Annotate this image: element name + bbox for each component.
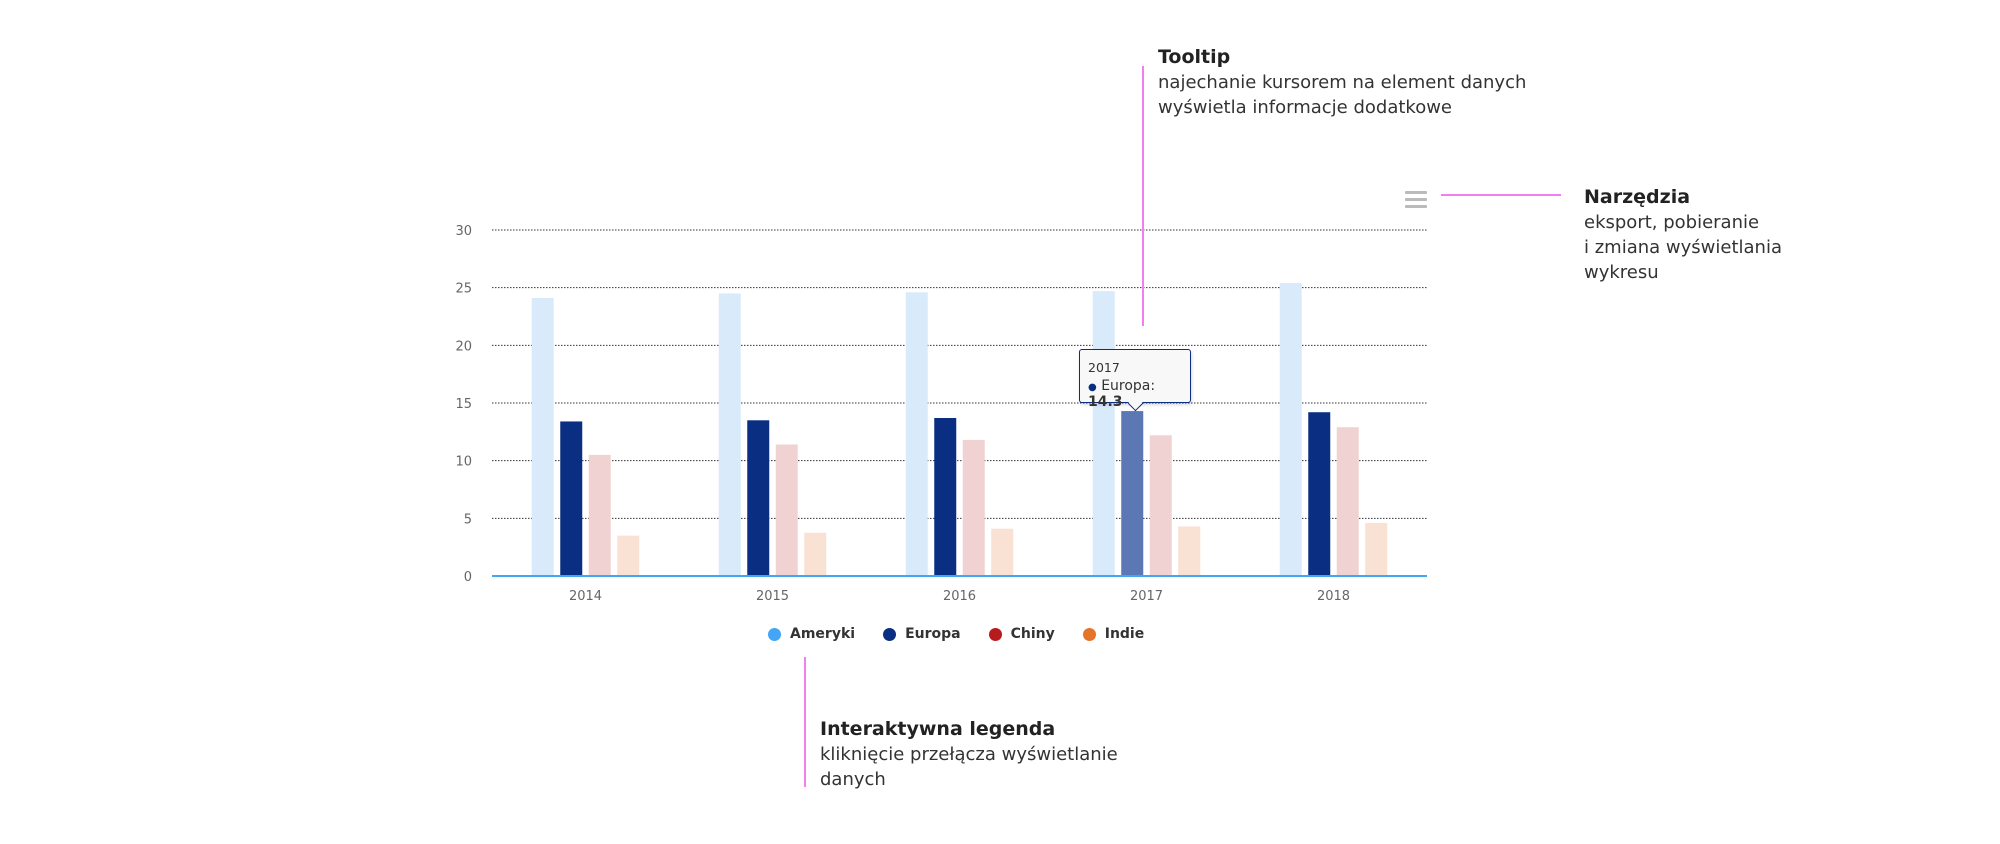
tooltip-series: Europa: <box>1101 378 1156 394</box>
bar-ameryki-2014 <box>531 298 554 576</box>
bar-indie-2016 <box>991 528 1014 576</box>
y-tick-label: 0 <box>464 570 472 585</box>
bar-indie-2018 <box>1365 522 1388 576</box>
legend-item-europa[interactable]: Europa <box>883 626 961 642</box>
x-tick-label: 2014 <box>569 589 602 604</box>
legend-swatch <box>883 627 897 641</box>
y-tick-label: 20 <box>455 339 472 354</box>
annotation-title: Tooltip <box>1158 46 1231 68</box>
x-tick-label: 2015 <box>756 589 789 604</box>
bar-europa-2018 <box>1308 412 1331 576</box>
bar-europa-2014 <box>560 421 583 576</box>
bar-ameryki-2017 <box>1092 291 1115 576</box>
y-tick-label: 5 <box>464 512 472 527</box>
annotation-line: eksport, pobieranie <box>1584 212 1760 233</box>
annotation-line: wykresu <box>1584 262 1659 283</box>
bar-chiny-2015 <box>775 444 798 576</box>
bar-ameryki-2016 <box>905 292 928 576</box>
annotation-line: wyświetla informacje dodatkowe <box>1158 97 1453 118</box>
legend-label: Europa <box>905 626 961 642</box>
annotation-tooltip: Tooltip najechanie kursorem na element d… <box>1158 45 1526 120</box>
legend-item-indie[interactable]: Indie <box>1082 626 1145 642</box>
legend-callout-line <box>804 657 806 787</box>
bar-europa-2015 <box>747 420 770 576</box>
annotation-line: danych <box>820 769 886 790</box>
annotation-title: Narzędzia <box>1584 186 1691 208</box>
bar-chiny-2014 <box>588 454 611 576</box>
hamburger-icon[interactable] <box>1405 191 1427 209</box>
bar-ameryki-2018 <box>1279 283 1302 576</box>
chart-legend: Ameryki Europa Chiny Indie <box>768 626 1144 642</box>
x-tick-label: 2017 <box>1130 589 1163 604</box>
x-tick-label: 2018 <box>1317 589 1350 604</box>
tooltip-callout-line <box>1142 66 1144 326</box>
annotation-line: i zmiana wyświetlania <box>1584 237 1782 258</box>
y-tick-label: 30 <box>455 224 472 239</box>
legend-label: Indie <box>1104 626 1145 642</box>
bar-europa-2016 <box>934 417 957 576</box>
legend-swatch <box>988 627 1002 641</box>
annotation-title: Interaktywna legenda <box>820 718 1056 740</box>
bar-chiny-2018 <box>1336 427 1359 576</box>
x-tick-label: 2016 <box>943 589 976 604</box>
bar-chiny-2017 <box>1149 435 1172 576</box>
y-tick-label: 15 <box>455 397 472 412</box>
bar-europa-2017 <box>1121 411 1144 576</box>
tools-callout-line <box>1441 194 1561 196</box>
legend-label: Ameryki <box>790 626 856 642</box>
annotation-tools: Narzędzia eksport, pobieranie i zmiana w… <box>1584 185 1782 285</box>
y-tick-label: 10 <box>455 455 472 470</box>
bar-indie-2015 <box>804 532 827 576</box>
bar-chiny-2016 <box>962 439 985 576</box>
bar-ameryki-2015 <box>718 293 741 576</box>
annotation-legend: Interaktywna legenda kliknięcie przełącz… <box>820 717 1118 792</box>
legend-swatch <box>768 627 781 641</box>
chart-tooltip: 2017 ● Europa: 14.3 <box>1079 349 1191 410</box>
y-tick-label: 25 <box>455 282 472 297</box>
bar-indie-2014 <box>617 535 640 576</box>
series-dot-icon: ● <box>1088 382 1097 393</box>
tooltip-value: 14.3 <box>1088 394 1123 410</box>
annotation-line: kliknięcie przełącza wyświetlanie <box>820 744 1118 765</box>
legend-label: Chiny <box>1010 626 1055 642</box>
legend-item-ameryki[interactable]: Ameryki <box>768 626 855 642</box>
legend-item-chiny[interactable]: Chiny <box>988 626 1055 642</box>
legend-swatch <box>1082 627 1096 641</box>
annotation-line: najechanie kursorem na element danych <box>1158 72 1527 93</box>
bar-indie-2017 <box>1178 526 1201 576</box>
tooltip-title: 2017 <box>1088 360 1120 375</box>
